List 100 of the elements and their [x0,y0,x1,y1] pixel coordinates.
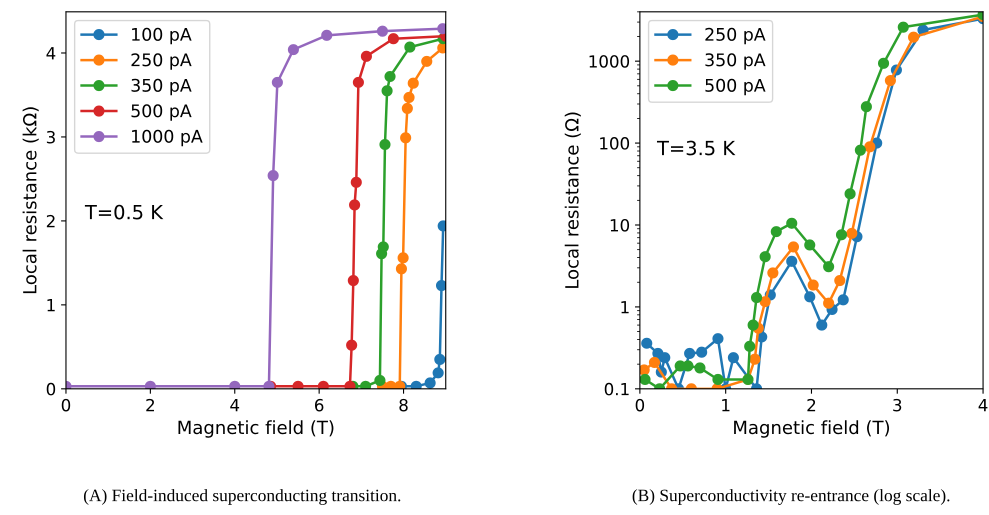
point [696,346,708,358]
point [641,338,652,349]
x-tick-label: 6 [315,398,324,412]
point [379,138,391,150]
point [408,78,419,89]
point [712,374,724,386]
point [760,296,771,308]
point [770,226,782,238]
point [834,274,846,286]
point [751,292,762,304]
point [788,241,800,252]
x-tick-label: 3 [893,398,902,412]
point [898,22,909,33]
point [374,374,386,386]
point [640,374,651,386]
point [398,252,409,264]
point [804,239,816,251]
x-tick-label: 0 [636,398,644,412]
point [404,42,416,53]
point [288,44,299,56]
point [838,294,849,306]
y-tick-label: 0 [46,382,56,396]
legend-label: 100 pA [132,28,192,44]
x-tick-label: 0 [62,398,70,412]
point [378,241,389,252]
point [436,280,446,292]
y-axis-title: Local resistance (Ω) [564,112,581,288]
point [804,291,816,302]
y-axis-title: Local resistance (kΩ) [22,107,39,294]
text: (A) Field-induced superconducting transition. [84,489,400,505]
point [684,348,696,360]
point [432,367,444,378]
y-tick-label: 10 [610,218,630,232]
x-tick-label: 4 [230,399,240,412]
legend-label: 350 pA [132,78,192,96]
x-tick-label: 2 [807,398,816,412]
point [878,58,890,69]
point [382,85,393,96]
legend-label: 1000 pA [132,130,203,146]
y-tick-label: 0.1 [604,382,629,396]
legend-label: 250 pA [131,53,192,70]
text: (B) Superconductivity re-entrance (log scale). [632,489,950,505]
point [403,92,415,104]
point [846,228,858,239]
legend-label: 350 pA [705,53,766,70]
point [268,170,279,182]
point [748,320,759,331]
point [384,70,396,82]
x-tick-label: 8 [399,398,408,412]
y-tick-label: 3 [46,130,55,144]
point [786,218,798,229]
point [884,74,896,86]
point [400,132,412,144]
y-tick-label: 1000 [590,55,630,68]
point [767,267,778,278]
annotation: T=0.5 K [84,204,164,220]
x-tick-label: 1 [722,399,730,412]
point [712,333,724,344]
point [424,377,436,389]
y-tick-label: 2 [46,214,55,228]
point [640,364,650,376]
point [744,340,756,352]
point [760,251,771,262]
point [808,279,819,291]
y-tick-label: 100 [600,137,630,150]
y-tick-label: 1 [47,299,55,312]
point [908,32,920,43]
point [321,30,332,41]
y-tick-label: 4 [46,47,56,60]
point [749,354,760,365]
point [786,256,798,267]
point [396,263,407,274]
x-axis-title: Magnetic field (T) [178,420,334,438]
point [346,340,358,351]
point [836,229,848,240]
annotation: T=3.5 K [656,140,736,156]
point [434,354,446,365]
point [694,362,706,374]
point [844,188,856,200]
point [349,199,360,211]
point [864,141,876,152]
point [352,76,364,88]
legend-label: 500 pA [705,78,766,96]
point [860,101,872,112]
point [360,50,372,62]
point [421,56,432,67]
point [388,33,399,44]
legend-label: 250 pA [705,28,766,44]
point [823,261,834,272]
point [272,76,283,88]
point [728,352,739,364]
y-tick-label: 1 [621,301,629,314]
point [348,274,359,286]
x-tick-label: 2 [146,398,154,412]
x-tick-label: 4 [978,399,988,412]
point [402,102,413,114]
point [823,298,834,309]
point [854,144,866,156]
legend-label: 500 pA [132,104,192,121]
point [376,26,388,37]
